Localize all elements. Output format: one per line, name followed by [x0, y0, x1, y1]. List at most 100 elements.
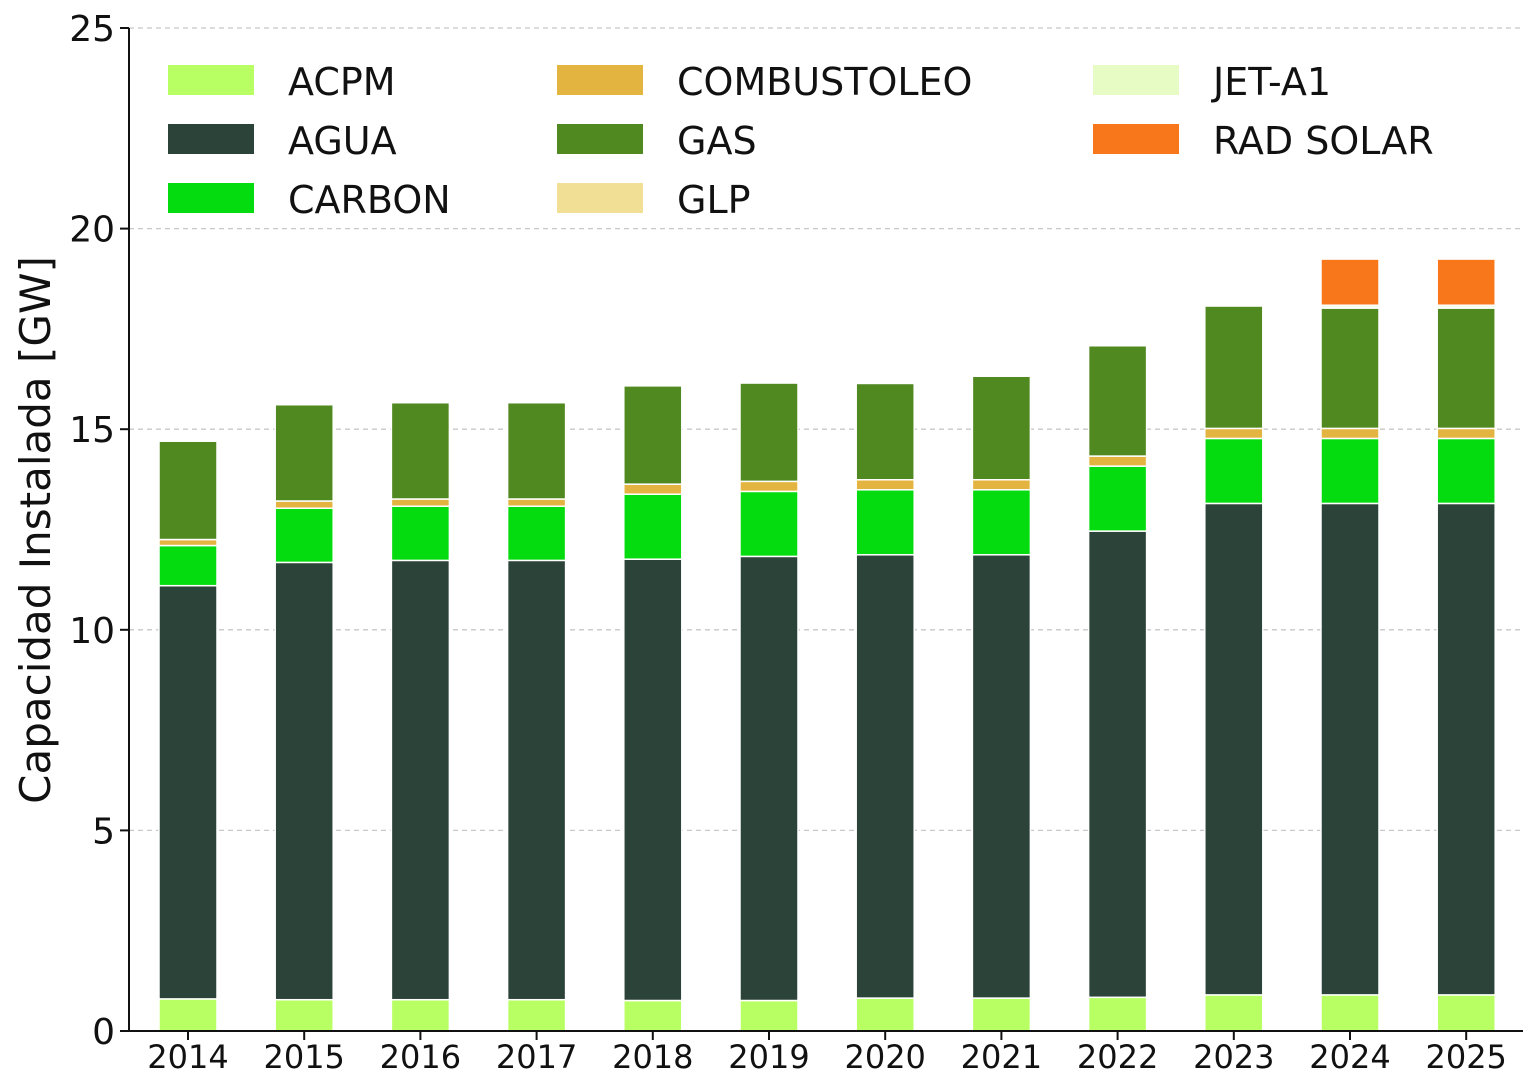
bar-segment-acpm — [855, 997, 915, 1032]
bar-segment-combustoleo — [1087, 455, 1148, 467]
legend-swatch — [168, 183, 254, 213]
bar-segment-carbon — [1436, 437, 1496, 505]
bar-segment-acpm — [390, 998, 451, 1032]
bar-segment-combustoleo — [971, 479, 1032, 491]
x-tick-label: 2025 — [1425, 1038, 1506, 1076]
y-tick-label: 10 — [69, 611, 115, 652]
y-tick-label: 5 — [92, 811, 115, 852]
bar-segment-agua — [1087, 530, 1148, 999]
bar-segment-combustoleo — [506, 498, 567, 507]
bar-segment-gas — [1436, 307, 1496, 430]
bar-segment-acpm — [623, 999, 683, 1032]
bar-segment-rad-solar — [1320, 258, 1380, 306]
bar-segment-agua — [158, 584, 218, 1000]
bar-segment-agua — [274, 561, 334, 1001]
bar-segment-agua — [506, 559, 567, 1001]
bar-segment-acpm — [158, 998, 218, 1032]
x-tick-label: 2014 — [147, 1038, 228, 1076]
legend-label: CARBON — [288, 178, 451, 222]
legend-swatch — [1093, 65, 1179, 95]
x-tick-label: 2022 — [1077, 1038, 1158, 1076]
bar-segment-gas — [1204, 305, 1264, 430]
legend-label: GLP — [677, 178, 751, 222]
bar-segment-gas — [274, 403, 334, 502]
bar-segment-acpm — [1320, 994, 1380, 1032]
bar-segment-combustoleo — [855, 479, 915, 491]
bar-segment-acpm — [1204, 994, 1264, 1032]
y-axis-label: Capacidad Instalada [GW] — [11, 256, 60, 804]
bar-segment-carbon — [506, 505, 567, 562]
bar-segment-gas — [739, 382, 799, 483]
bar-segment-combustoleo — [1320, 427, 1380, 440]
x-tick-label: 2019 — [728, 1038, 809, 1076]
bar-segment-carbon — [158, 544, 218, 587]
bar-segment-agua — [971, 554, 1032, 999]
bar-segment-acpm — [1087, 996, 1148, 1032]
bar-segment-agua — [390, 559, 451, 1001]
legend-swatch — [168, 65, 254, 95]
bar-segment-agua — [1436, 502, 1496, 996]
bar-segment-carbon — [1320, 437, 1380, 505]
y-tick-label: 20 — [69, 210, 115, 251]
legend-label: JET-A1 — [1211, 60, 1331, 104]
bar-segment-gas — [158, 440, 218, 541]
bar-segment-carbon — [739, 490, 799, 558]
x-tick-label: 2015 — [263, 1038, 344, 1076]
x-ticks: 2014 2015 2016 2017 2018 2019 2020 2021 2022 2023… — [147, 1031, 1507, 1076]
x-tick-label: 2024 — [1309, 1038, 1390, 1076]
legend-label: ACPM — [288, 60, 396, 104]
legend-label: AGUA — [288, 119, 397, 163]
bar-segment-carbon — [1204, 437, 1264, 505]
bar-segment-carbon — [1087, 465, 1148, 532]
bar-segment-gas — [1320, 307, 1380, 430]
bar-segment-gas — [971, 375, 1032, 481]
bar-segment-gas — [855, 382, 915, 481]
legend-swatch — [557, 124, 643, 154]
bar-segment-gas — [390, 401, 451, 500]
bar-segment-carbon — [390, 505, 451, 562]
legend-label: RAD SOLAR — [1213, 119, 1434, 163]
bar-segment-acpm — [506, 998, 567, 1032]
bar-segment-acpm — [1436, 994, 1496, 1032]
y-tick-label: 25 — [69, 9, 115, 50]
bar-segment-acpm — [739, 999, 799, 1032]
bar-segment-agua — [623, 558, 683, 1002]
bar-segment-agua — [1320, 502, 1380, 996]
gridlines — [129, 27, 1523, 832]
bar-segment-rad-solar — [1436, 258, 1496, 306]
bar-segment-acpm — [971, 997, 1032, 1032]
legend-label: GAS — [677, 119, 757, 163]
bar-segment-agua — [1204, 502, 1264, 996]
bar-segment-gas — [623, 385, 683, 485]
bar-segment-combustoleo — [739, 480, 799, 493]
bar-segment-acpm — [274, 998, 334, 1032]
y-ticks: 0 5 10 15 20 25 — [69, 9, 129, 1053]
legend-swatch — [557, 65, 643, 95]
y-tick-label: 0 — [92, 1012, 115, 1053]
bar-segment-gas — [506, 401, 567, 500]
legend-swatch — [1093, 124, 1179, 154]
bar-segment-gas — [1087, 345, 1148, 457]
x-tick-label: 2016 — [380, 1038, 461, 1076]
bar-segment-combustoleo — [1204, 427, 1264, 440]
bar-segment-carbon — [623, 493, 683, 560]
bar-segment-carbon — [855, 489, 915, 556]
bar-segment-combustoleo — [274, 500, 334, 509]
x-tick-label: 2020 — [844, 1038, 925, 1076]
legend-label: COMBUSTOLEO — [677, 60, 972, 104]
bar-segment-agua — [855, 554, 915, 999]
x-tick-label: 2018 — [612, 1038, 693, 1076]
bar-segment-carbon — [971, 489, 1032, 556]
bars — [158, 258, 1496, 1032]
legend: ACPM AGUA CARBON COMBUSTOLEO GAS GLP JET-A1 RAD… — [168, 60, 1434, 222]
axes — [128, 28, 1523, 1032]
x-tick-label: 2023 — [1193, 1038, 1274, 1076]
bar-segment-combustoleo — [390, 498, 451, 507]
legend-swatch — [168, 124, 254, 154]
y-tick-label: 15 — [69, 410, 115, 451]
bar-segment-combustoleo — [623, 483, 683, 495]
bar-segment-agua — [739, 555, 799, 1002]
bar-segment-carbon — [274, 507, 334, 564]
x-tick-label: 2021 — [961, 1038, 1042, 1076]
